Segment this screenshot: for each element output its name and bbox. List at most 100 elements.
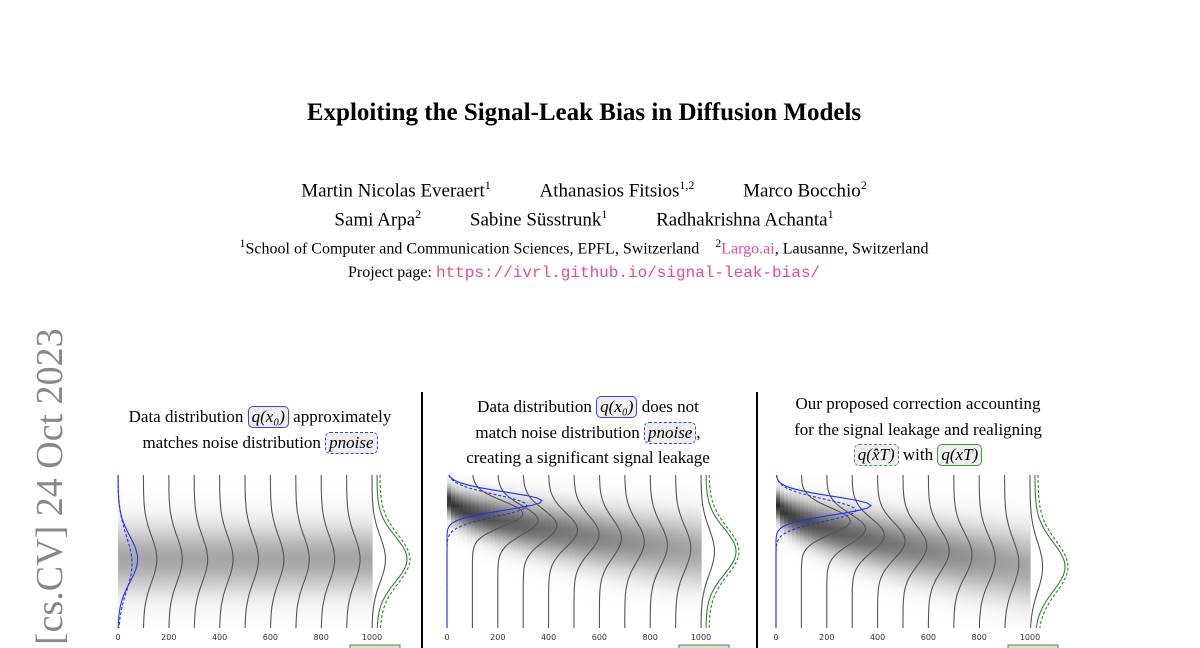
largo-link[interactable]: Largo.ai [721, 240, 775, 258]
density-strip [185, 475, 191, 628]
density-strip [574, 475, 579, 628]
corrected-noise-curve [379, 475, 411, 629]
density-strip [617, 475, 623, 628]
density-strip [934, 475, 940, 628]
density-strip [237, 475, 242, 628]
density-strip [1018, 475, 1023, 628]
density-strip [887, 475, 892, 628]
density-strip [447, 475, 452, 628]
density-strip [316, 475, 322, 628]
density-strip [173, 475, 179, 628]
density-strip [292, 475, 298, 628]
density-strip [978, 475, 983, 628]
density-strip [538, 475, 543, 628]
density-strip [482, 475, 488, 628]
density-strip [795, 475, 801, 628]
density-strip [221, 475, 226, 628]
density-strip [791, 475, 797, 628]
density-strip [201, 475, 206, 628]
density-strip [304, 475, 310, 628]
density-strip [177, 475, 183, 628]
author: Radhakrishna Achanta1 [656, 207, 834, 231]
density-strip [942, 475, 948, 628]
density-strip [621, 475, 627, 628]
density-strip [681, 475, 686, 628]
timestep-density-curve [497, 474, 539, 628]
density-strip [799, 475, 805, 628]
density-strip [811, 475, 817, 628]
density-strip [260, 475, 266, 628]
density-strip [245, 475, 250, 628]
density-strip [340, 475, 345, 628]
x-tick-label: 800 [972, 633, 987, 642]
density-strip [879, 475, 884, 628]
density-strip [851, 475, 856, 628]
density-strip [466, 475, 472, 628]
x-tick-label: 600 [921, 633, 936, 642]
project-url-link[interactable]: https://ivrl.github.io/signal-leak-bias/ [435, 264, 821, 282]
density-strip [149, 475, 155, 628]
density-strip [502, 475, 508, 628]
density-strip [883, 475, 888, 628]
density-strip [498, 475, 504, 628]
density-strip [669, 475, 674, 628]
density-strip [653, 475, 658, 628]
density-strip [609, 475, 615, 628]
density-strip [478, 475, 484, 628]
noise-distribution-curve [1034, 475, 1066, 629]
density-strip [605, 475, 611, 628]
density-strip [352, 475, 357, 628]
author: Martin Nicolas Everaert1 [301, 178, 491, 202]
density-strip [697, 475, 702, 628]
density-strip [990, 475, 995, 628]
panel-3-plot: 0 200 400 600 800 1000 [773, 474, 1069, 648]
panel-2-plot: 0 200 400 600 800 1000 [444, 474, 740, 648]
density-strip [962, 475, 968, 628]
density-strip [562, 475, 567, 628]
density-strip [248, 475, 254, 628]
timestep-density-curve [675, 475, 692, 628]
density-strip [954, 475, 960, 628]
density-strip [284, 475, 290, 628]
density-strip [986, 475, 991, 628]
timestep-density-curve [902, 475, 928, 628]
density-strip [633, 475, 639, 628]
density-strip [121, 475, 127, 628]
density-strip [585, 475, 591, 628]
q-xT-box: q(xT) [937, 444, 983, 466]
timestep-density-curve [927, 475, 950, 628]
density-strip [256, 475, 262, 628]
density-strip [950, 475, 956, 628]
density-strip [637, 475, 643, 628]
x-tick-label: 400 [541, 633, 556, 642]
panel-2-caption: Data distribution q(x₀) does not match n… [466, 396, 710, 467]
timestep-density-curve [1029, 475, 1044, 629]
density-strip [546, 475, 551, 628]
density-strip [689, 475, 694, 628]
arxiv-stamp: [cs.CV] 24 Oct 2023 [29, 328, 71, 645]
x-tick-label: 800 [314, 633, 329, 642]
density-strip [863, 475, 868, 628]
density-strip [336, 475, 341, 628]
density-strip [930, 475, 936, 628]
panel-divider [421, 392, 423, 648]
density-strip [474, 475, 480, 628]
x-tick-label: 200 [819, 633, 834, 642]
timestep-density-curve [471, 474, 524, 628]
density-strip [613, 475, 619, 628]
density-strip [129, 475, 135, 628]
density-strip [970, 475, 976, 628]
density-strip [629, 475, 635, 628]
x-tick-label: 1000 [691, 633, 711, 642]
density-strip [657, 475, 662, 628]
density-strip [161, 475, 167, 628]
density-strip [593, 475, 599, 628]
density-strip [458, 475, 464, 628]
panel-3-caption: Our proposed correction accounting for t… [794, 394, 1042, 466]
timestep-density-curve [295, 475, 310, 629]
density-strip [1002, 475, 1007, 628]
x-tick-label: 1000 [362, 633, 382, 642]
density-strip [360, 475, 365, 628]
density-strip [296, 475, 302, 628]
author: Marco Bocchio2 [743, 178, 867, 202]
